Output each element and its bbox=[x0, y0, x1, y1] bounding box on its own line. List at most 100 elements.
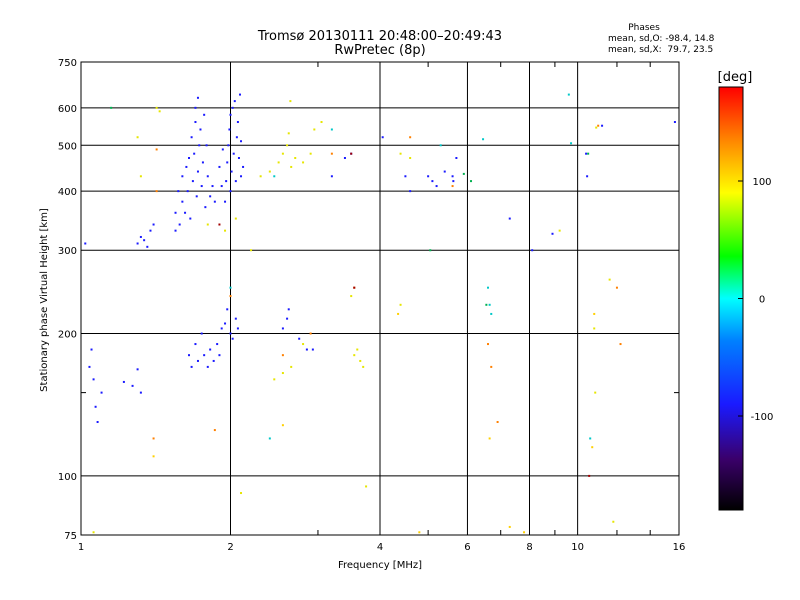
data-point bbox=[615, 286, 618, 289]
data-point bbox=[508, 525, 511, 528]
y-tick-label: 300 bbox=[58, 246, 77, 257]
data-point bbox=[427, 175, 430, 178]
data-point bbox=[234, 317, 237, 320]
data-point bbox=[194, 106, 197, 109]
data-point bbox=[268, 437, 271, 440]
data-point bbox=[181, 175, 184, 178]
data-point bbox=[229, 286, 232, 289]
data-point bbox=[593, 327, 596, 330]
data-point bbox=[230, 170, 233, 173]
data-point bbox=[220, 185, 223, 188]
data-point bbox=[381, 136, 384, 139]
data-point bbox=[409, 136, 412, 139]
data-point bbox=[302, 343, 305, 346]
data-point bbox=[201, 161, 204, 164]
data-point bbox=[206, 175, 209, 178]
data-point bbox=[595, 126, 598, 129]
data-point bbox=[92, 378, 95, 381]
data-point bbox=[136, 368, 139, 371]
data-point bbox=[281, 152, 284, 155]
data-point bbox=[496, 421, 499, 424]
x-tick-label: 2 bbox=[227, 542, 233, 553]
data-point bbox=[451, 175, 454, 178]
data-point bbox=[587, 152, 590, 155]
data-point bbox=[567, 93, 570, 96]
stats-line-x: mean, sd,X: 79.7, 23.5 bbox=[608, 45, 713, 55]
data-point bbox=[232, 152, 235, 155]
data-point bbox=[181, 200, 184, 203]
data-point bbox=[84, 242, 87, 245]
data-point bbox=[229, 113, 232, 116]
stats-header: Phases bbox=[628, 23, 660, 33]
data-point bbox=[409, 190, 412, 193]
data-point bbox=[235, 136, 238, 139]
data-point bbox=[186, 190, 189, 193]
data-point bbox=[194, 343, 197, 346]
data-point bbox=[237, 157, 240, 160]
data-point bbox=[155, 148, 158, 151]
data-point bbox=[224, 200, 227, 203]
data-point bbox=[531, 249, 534, 252]
data-point bbox=[399, 152, 402, 155]
stats-line-o: mean, sd,O: -98.4, 14.8 bbox=[608, 34, 715, 44]
data-point bbox=[551, 232, 554, 235]
data-point bbox=[281, 372, 284, 375]
data-point bbox=[330, 152, 333, 155]
data-point bbox=[593, 312, 596, 315]
data-point bbox=[209, 195, 212, 198]
data-point bbox=[174, 211, 177, 214]
x-tick-label: 10 bbox=[571, 542, 584, 553]
data-point bbox=[594, 391, 597, 394]
data-point bbox=[143, 239, 146, 242]
data-point bbox=[189, 217, 192, 220]
data-point bbox=[309, 152, 312, 155]
data-point bbox=[612, 520, 615, 523]
data-point bbox=[233, 100, 236, 103]
data-point bbox=[206, 223, 209, 226]
data-point bbox=[152, 223, 155, 226]
data-point bbox=[353, 286, 356, 289]
data-point bbox=[356, 348, 359, 351]
data-point bbox=[206, 365, 209, 368]
data-point bbox=[185, 165, 188, 168]
x-tick-label: 16 bbox=[673, 542, 686, 553]
data-point bbox=[224, 229, 227, 232]
data-point bbox=[452, 180, 455, 183]
data-point bbox=[234, 217, 237, 220]
data-point bbox=[287, 132, 290, 135]
data-point bbox=[470, 180, 473, 183]
data-point bbox=[305, 348, 308, 351]
y-axis-label: Stationary phase Virtual Height [km] bbox=[39, 208, 50, 392]
data-point bbox=[188, 157, 191, 160]
data-point bbox=[586, 175, 589, 178]
chart-subtitle: RwPretec (8p) bbox=[334, 43, 425, 58]
data-point bbox=[597, 124, 600, 127]
data-point bbox=[490, 365, 493, 368]
data-point bbox=[673, 121, 676, 124]
data-point bbox=[343, 157, 346, 160]
data-point bbox=[290, 365, 293, 368]
data-point bbox=[226, 161, 229, 164]
data-point bbox=[277, 161, 280, 164]
data-point bbox=[110, 106, 113, 109]
data-point bbox=[136, 242, 139, 245]
data-point bbox=[558, 229, 561, 232]
data-point bbox=[298, 337, 301, 340]
data-point bbox=[213, 200, 216, 203]
data-point bbox=[158, 110, 161, 113]
y-tick-label: 500 bbox=[58, 141, 77, 152]
data-point bbox=[487, 343, 490, 346]
data-point bbox=[211, 185, 214, 188]
data-point bbox=[193, 152, 196, 155]
data-point bbox=[236, 121, 239, 124]
y-tick-label: 600 bbox=[58, 104, 77, 115]
data-point bbox=[212, 359, 215, 362]
data-point bbox=[152, 437, 155, 440]
data-point bbox=[155, 190, 158, 193]
data-point bbox=[238, 93, 241, 96]
data-point bbox=[359, 359, 362, 362]
data-point bbox=[273, 175, 276, 178]
data-point bbox=[177, 190, 180, 193]
x-tick-label: 8 bbox=[526, 542, 532, 553]
